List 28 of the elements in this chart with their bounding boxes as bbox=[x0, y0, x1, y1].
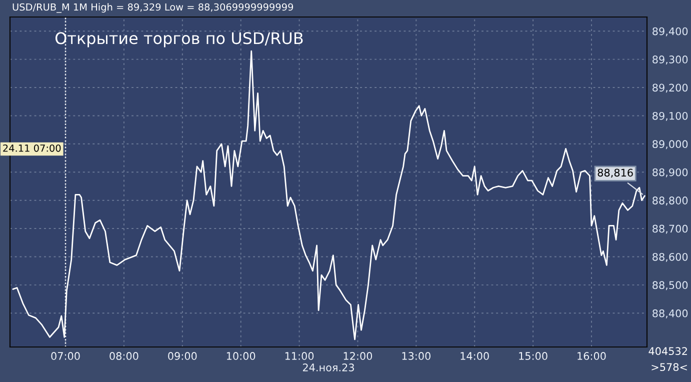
x-tick-label: 14:00 bbox=[460, 352, 489, 360]
x-tick-label: 08:00 bbox=[110, 352, 138, 360]
x-tick-label: 09:00 bbox=[168, 352, 197, 360]
y-tick-label: 88,800 bbox=[652, 196, 688, 206]
x-tick-label: 10:00 bbox=[226, 352, 256, 360]
x-tick-label: 07:00 bbox=[51, 352, 80, 360]
x-axis-title: 24.ноя.23 bbox=[302, 364, 354, 372]
y-tick-label: 88,400 bbox=[652, 309, 688, 318]
text: Открытие торгов по USD/RUB bbox=[55, 32, 303, 48]
x-tick-label: 12:00 bbox=[344, 352, 372, 360]
y-tick-label: 88,600 bbox=[652, 252, 688, 262]
annotation: 88,816 bbox=[598, 168, 633, 178]
text: USD/RUB_M 1M High = 89,329 Low = 88,3069999999999 bbox=[12, 3, 294, 13]
y-tick-label: 89,200 bbox=[652, 84, 688, 93]
ref-line-label: 24.11 07:00 bbox=[3, 144, 61, 152]
y-tick-label: 89,100 bbox=[652, 112, 688, 121]
x-tick-label: 15:00 bbox=[519, 352, 548, 360]
y-tick-label: 89,300 bbox=[652, 56, 688, 64]
x-tick-label: 11:00 bbox=[285, 352, 314, 360]
y-tick-label: 89,400 bbox=[652, 27, 688, 36]
text: >578< bbox=[652, 363, 687, 372]
x-tick-label: 13:00 bbox=[402, 352, 430, 360]
text: 404532 bbox=[648, 347, 687, 356]
y-tick-label: 88,700 bbox=[652, 224, 688, 234]
y-tick-label: 88,900 bbox=[652, 168, 688, 178]
y-tick-label: 88,500 bbox=[652, 281, 688, 290]
y-tick-label: 89,000 bbox=[652, 140, 688, 150]
x-tick-label: 16:00 bbox=[578, 352, 606, 360]
